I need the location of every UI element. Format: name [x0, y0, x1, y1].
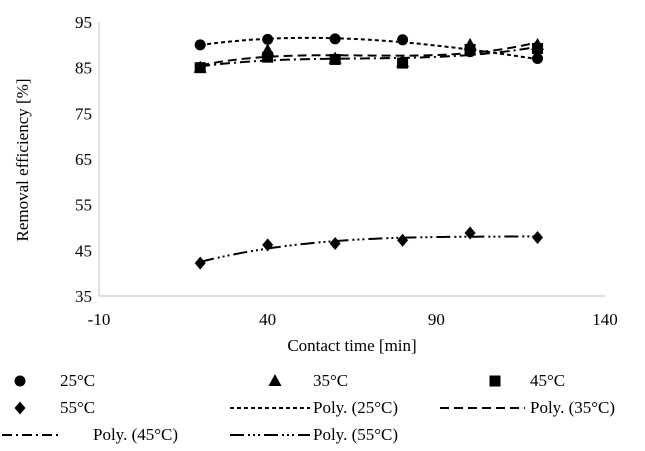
data-point — [262, 51, 274, 63]
legend-label: 55°C — [60, 398, 95, 417]
data-point — [262, 33, 274, 45]
legend-label: 25°C — [60, 371, 95, 390]
y-tick-labels: 35 45 55 65 75 85 95 — [75, 13, 92, 306]
data-point — [397, 57, 409, 69]
y-tick-label: 35 — [75, 287, 92, 306]
x-tick-labels: -10 40 90 140 — [88, 310, 618, 329]
legend-label: Poly. (55°C) — [313, 425, 398, 444]
data-point — [532, 231, 544, 245]
legend-marker — [14, 401, 26, 415]
legend-label: Poly. (45°C) — [93, 425, 178, 444]
y-tick-label: 65 — [75, 150, 92, 169]
legend-marker — [489, 375, 501, 387]
trendlines — [199, 36, 538, 263]
data-point — [464, 226, 476, 240]
x-tick-label: 90 — [428, 310, 445, 329]
data-points — [193, 33, 545, 270]
x-tick-label: 140 — [592, 310, 618, 329]
axes — [98, 22, 605, 297]
legend-marker — [268, 374, 282, 386]
legend: 25°C 35°C 45°C 55°C Poly. (25°C) Poly. (35°C)… — [2, 371, 615, 444]
x-tick-label: -10 — [88, 310, 111, 329]
data-point — [464, 43, 476, 55]
data-point — [194, 39, 206, 51]
y-tick-label: 85 — [75, 59, 92, 78]
legend-label: 35°C — [313, 371, 348, 390]
legend-label: Poly. (35°C) — [530, 398, 615, 417]
data-point — [397, 34, 409, 46]
legend-label: Poly. (25°C) — [313, 398, 398, 417]
y-tick-label: 45 — [75, 241, 92, 260]
y-tick-label: 75 — [75, 104, 92, 123]
data-point — [262, 238, 274, 252]
legend-marker — [14, 375, 26, 387]
x-axis-title: Contact time [min] — [287, 336, 416, 355]
legend-label: 45°C — [530, 371, 565, 390]
data-point — [329, 33, 341, 45]
y-axis-title: Removal efficiency [%] — [13, 78, 32, 241]
trendline — [200, 45, 538, 68]
data-point — [397, 233, 409, 247]
data-point — [194, 62, 206, 74]
data-point — [532, 42, 544, 54]
trendline — [199, 235, 538, 263]
trendline — [200, 41, 538, 67]
data-point — [532, 53, 544, 65]
data-point — [329, 53, 341, 65]
x-tick-label: 40 — [259, 310, 276, 329]
data-point — [329, 236, 341, 250]
data-point — [194, 256, 206, 270]
y-tick-label: 95 — [75, 13, 92, 32]
y-tick-label: 55 — [75, 196, 92, 215]
